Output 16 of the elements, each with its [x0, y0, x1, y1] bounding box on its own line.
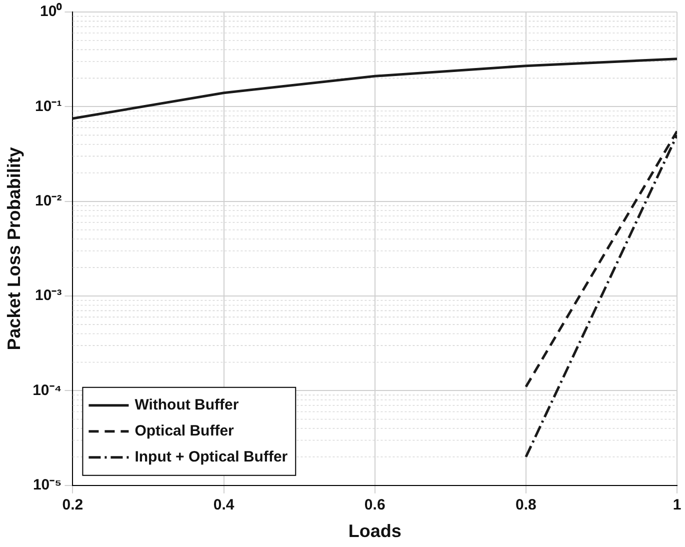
x-tick-label: 0.8	[515, 496, 536, 514]
x-tick-label: 0.6	[364, 496, 386, 514]
y-tick-label: 10⁻⁵	[32, 476, 62, 494]
y-tick-label: 10⁻³	[35, 287, 62, 304]
x-tick-label: 0.4	[213, 496, 235, 514]
y-tick-label: 10⁻²	[35, 192, 62, 210]
y-axis-title: Packet Loss Probability	[4, 147, 24, 350]
x-axis-title: Loads	[348, 521, 402, 542]
legend-label: Optical Buffer	[134, 422, 234, 440]
y-tick-label: 10⁰	[40, 2, 63, 20]
y-tick-label: 10⁻¹	[35, 98, 62, 115]
x-tick-label: 1	[672, 496, 682, 514]
legend-label: Input + Optical Buffer	[134, 448, 288, 466]
y-tick-label: 10⁻⁴	[32, 382, 62, 399]
legend-label: Without Buffer	[134, 396, 239, 414]
x-tick-label: 0.2	[62, 496, 84, 514]
